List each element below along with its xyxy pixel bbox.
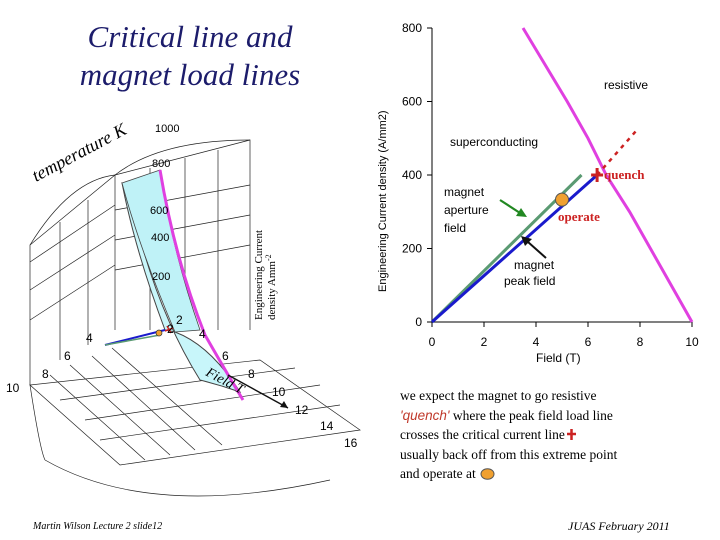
field-tick-14: 14 (320, 419, 334, 433)
peak-load-line (431, 173, 599, 324)
peak-arrow-head (521, 236, 532, 246)
note-line-5-text: and operate at (400, 466, 476, 481)
title-line-1: Critical line and (87, 19, 293, 54)
slide-title: Critical line and magnet load lines (40, 18, 340, 94)
field-tick-8: 8 (248, 367, 255, 381)
field-tick-4: 4 (199, 327, 206, 341)
operate-point-3d (155, 329, 163, 337)
load-line-extension (596, 130, 638, 176)
x-tick-label-10: 10 (685, 335, 699, 349)
field-tick-6: 6 (222, 349, 229, 363)
current-axis-label-2: density Amm (266, 261, 278, 320)
field-tick-16: 16 (344, 436, 358, 450)
note-line-3: crosses the critical current line (400, 425, 690, 445)
y-tick-label-0: 0 (415, 315, 422, 329)
aperture-arrow-head (516, 208, 527, 217)
annotation-aperture-3: field (444, 221, 466, 235)
annotation-superconducting: superconducting (450, 135, 538, 149)
annotation-aperture-2: aperture (444, 203, 489, 217)
annotation-quench: quench (604, 167, 645, 182)
note-quench-word: 'quench' (400, 407, 450, 423)
current-tick-800: 800 (152, 158, 170, 170)
footer-date: JUAS February 2011 (568, 519, 670, 533)
explanation-note: we expect the magnet to go resistive 'qu… (400, 386, 690, 484)
annotation-peak-1: magnet (514, 258, 555, 272)
current-axis-label: Engineering Current density Amm-2 (253, 230, 278, 320)
temp-tick-8: 8 (42, 367, 49, 381)
title-line-2: magnet load lines (79, 57, 301, 92)
field-tick-12: 12 (295, 403, 309, 417)
temp-tick-2: 2 (176, 313, 183, 327)
x-tick-label-8: 8 (637, 335, 644, 349)
field-tick-2: 2 (167, 322, 174, 336)
y-tick-label-800: 800 (402, 21, 422, 35)
aperture-arrow (499, 199, 521, 214)
temp-tick-4: 4 (86, 331, 93, 345)
x-tick-label-0: 0 (429, 335, 436, 349)
y-axis-label: Engineering Current density (A/mm2) (377, 110, 389, 292)
x-tick-label-2: 2 (481, 335, 488, 349)
quench-marker-3d (164, 325, 174, 334)
note-line-3-text: crosses the critical current line (400, 427, 565, 442)
field-tick-10: 10 (272, 385, 286, 399)
current-axis-label-2-wrap: density Amm-2 (264, 254, 278, 320)
current-tick-1000: 1000 (155, 123, 179, 135)
y-tick-label-600: 600 (402, 95, 422, 109)
operate-point-marker (555, 192, 569, 207)
temp-tick-10: 10 (6, 381, 20, 395)
critical-line (521, 27, 694, 323)
current-tick-200: 200 (152, 271, 170, 283)
annotation-operate: operate (558, 209, 600, 224)
footer-author: Martin Wilson Lecture 2 slide12 (33, 521, 163, 532)
quench-point-marker (591, 168, 604, 182)
plot-area: 0 200 400 600 800 0 2 4 6 8 10 (402, 21, 699, 349)
quench-cross-icon (566, 429, 576, 440)
current-tick-400: 400 (151, 232, 169, 244)
y-tick-label-200: 200 (402, 242, 422, 256)
note-line-1: we expect the magnet to go resistive (400, 388, 597, 403)
note-line-2: 'quench' where the peak field load line (400, 406, 690, 426)
field-axis-arrow (227, 374, 289, 409)
current-tick-600: 600 (150, 205, 168, 217)
note-line-5: and operate at (400, 464, 690, 484)
current-axis-label-sup: -2 (264, 254, 273, 261)
annotation-resistive: resistive (604, 78, 648, 92)
note-line-2-rest: where the peak field load line (449, 407, 613, 423)
x-axis-label: Field (T) (536, 351, 581, 365)
x-tick-label-4: 4 (533, 335, 540, 349)
y-tick-label-400: 400 (402, 168, 422, 182)
temp-tick-6: 6 (64, 349, 71, 363)
note-line-4: usually back off from this extreme point (400, 446, 618, 462)
critical-surface (121, 182, 242, 393)
annotation-peak-2: peak field (504, 274, 555, 288)
x-tick-label-6: 6 (585, 335, 592, 349)
operate-dot-icon (480, 468, 495, 480)
load-line-3d-green (104, 334, 161, 346)
current-axis-label-1: Engineering Current (253, 230, 265, 320)
annotation-aperture-1: magnet (444, 185, 485, 199)
peak-arrow (527, 241, 547, 259)
